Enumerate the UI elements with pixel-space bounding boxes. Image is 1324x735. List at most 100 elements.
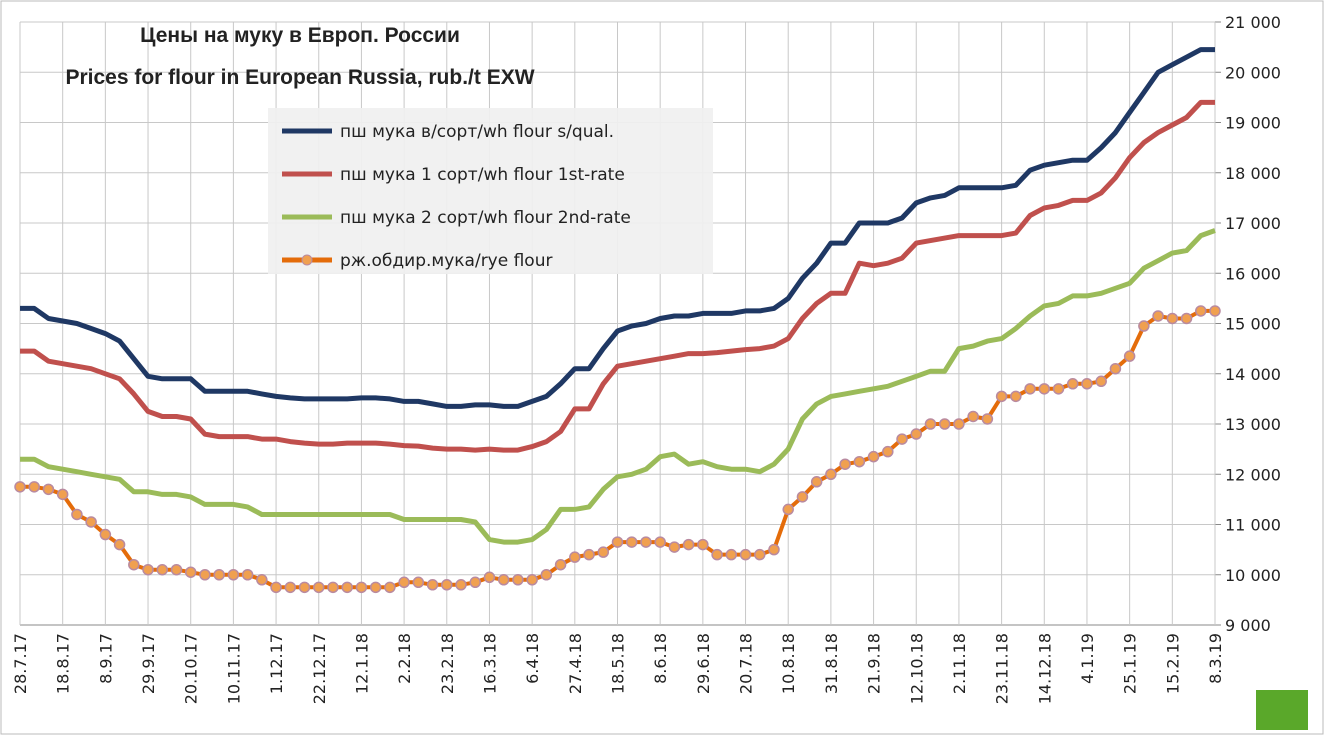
point-marker (1195, 305, 1207, 317)
y-tick-label: 14 000 (1225, 365, 1281, 384)
point-marker (85, 516, 97, 528)
point-marker (1166, 312, 1179, 325)
point-marker (1123, 350, 1136, 362)
point-marker (355, 581, 368, 594)
point-marker (113, 538, 126, 551)
point-marker (284, 581, 297, 594)
x-tick-label: 20.7.18 (737, 633, 756, 694)
point-marker (384, 581, 396, 594)
series-line (20, 47, 1215, 409)
point-marker (142, 563, 154, 576)
point-marker (711, 548, 723, 561)
point-marker (1038, 383, 1051, 395)
point-marker (654, 536, 666, 548)
point-marker (241, 569, 254, 581)
point-marker (583, 548, 595, 561)
point-marker (853, 455, 866, 468)
x-tick-label: 2.11.18 (950, 633, 969, 694)
x-tick-label: 23.2.18 (438, 633, 457, 694)
y-tick-label: 10 000 (1225, 566, 1281, 585)
x-tick-label: 18.5.18 (609, 633, 628, 694)
chart-subtitle: Prices for flour in European Russia, rub… (65, 66, 534, 89)
point-marker (455, 579, 467, 591)
legend-label: пш мука 1 сорт/wh flour 1st-rate (340, 165, 625, 185)
x-tick-label: 4.1.19 (1078, 633, 1097, 684)
x-tick-label: 12.1.18 (352, 633, 371, 694)
point-marker (369, 581, 382, 594)
point-marker (497, 574, 510, 586)
x-tick-label: 29.9.17 (139, 633, 158, 694)
x-tick-label: 22.12.17 (310, 633, 329, 704)
point-marker (313, 581, 325, 594)
x-tick-label: 25.1.19 (1121, 633, 1140, 694)
lines (14, 47, 1221, 594)
point-marker (967, 410, 979, 423)
chart-title: Цены на муку в Европ. России (140, 24, 460, 47)
y-tick-label: 21 000 (1225, 13, 1281, 32)
point-marker (697, 538, 709, 551)
point-marker (1052, 383, 1065, 395)
y-tick-label: 19 000 (1225, 114, 1281, 133)
point-marker (426, 579, 439, 591)
point-marker (768, 543, 780, 556)
point-marker (99, 528, 112, 541)
y-tick-label: 20 000 (1225, 63, 1281, 82)
legend-label: пш мука в/сорт/wh flour s/qual. (340, 122, 614, 142)
point-marker (1109, 362, 1122, 375)
x-tick-label: 21.9.18 (865, 633, 884, 694)
point-marker (1180, 312, 1193, 325)
point-marker (1010, 390, 1022, 403)
point-marker (625, 536, 638, 548)
point-marker (483, 571, 496, 584)
point-marker (298, 581, 311, 594)
x-tick-label: 27.4.18 (566, 633, 585, 694)
point-marker (213, 569, 225, 581)
legend-marker (301, 254, 313, 266)
point-marker (128, 558, 140, 571)
point-marker (782, 503, 794, 516)
y-tick-label: 9 000 (1225, 616, 1271, 635)
point-marker (327, 581, 339, 594)
point-marker (156, 563, 169, 576)
x-tick-label: 6.4.18 (523, 633, 542, 684)
x-tick-label: 8.6.18 (651, 633, 670, 684)
x-tick-label: 8.3.19 (1206, 633, 1225, 684)
point-marker (867, 450, 880, 463)
point-marker (981, 413, 994, 425)
point-marker (469, 576, 481, 589)
point-marker (725, 548, 738, 561)
point-marker (14, 481, 26, 493)
point-marker (56, 488, 69, 501)
point-marker (398, 576, 410, 589)
point-marker (42, 483, 55, 496)
point-marker (1152, 310, 1164, 322)
point-marker (341, 581, 353, 594)
point-marker (754, 548, 766, 561)
point-marker (825, 468, 837, 480)
legend-label: рж.обдир.мука/rye flour (340, 251, 552, 271)
point-marker (554, 558, 567, 571)
point-marker (682, 538, 695, 551)
point-marker (227, 569, 240, 581)
point-marker (796, 491, 809, 503)
x-tick-label: 10.11.17 (224, 633, 243, 704)
y-tick-label: 13 000 (1225, 415, 1281, 434)
x-tick-label: 29.6.18 (694, 633, 713, 694)
x-tick-label: 2.2.18 (395, 633, 414, 684)
point-marker (597, 546, 610, 558)
point-marker (1081, 378, 1093, 390)
point-marker (882, 445, 894, 458)
x-tick-label: 8.9.17 (96, 633, 115, 684)
y-tick-label: 15 000 (1225, 315, 1281, 334)
point-marker (28, 481, 40, 493)
series-line (20, 99, 1215, 453)
legend: пш мука в/сорт/wh flour s/qual. пш мука 1… (282, 122, 631, 271)
y-tick-label: 16 000 (1225, 264, 1281, 283)
point-marker (924, 418, 937, 430)
point-marker (839, 458, 851, 470)
y-tick-label: 18 000 (1225, 164, 1281, 183)
point-marker (611, 536, 624, 548)
y-tick-label: 11 000 (1225, 516, 1281, 535)
x-tick-label: 14.12.18 (1035, 633, 1054, 704)
